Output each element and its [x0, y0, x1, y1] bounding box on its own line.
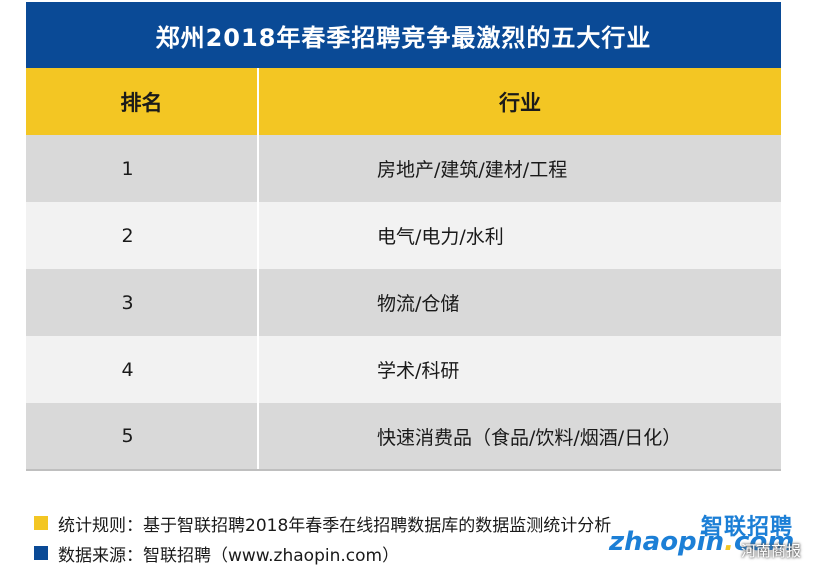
rank-cell: 5: [26, 403, 259, 471]
blue-square-icon: [34, 546, 48, 560]
industry-ranking-table: 排名 行业 1 房地产/建筑/建材/工程 2 电气/电力/水利 3 物流/仓储 …: [26, 68, 781, 471]
note-source: 数据来源：智联招聘（www.zhaopin.com）: [34, 538, 611, 568]
footnotes: 统计规则：基于智联招聘2018年春季在线招聘数据库的数据监测统计分析 数据来源：…: [34, 508, 611, 568]
note-rule-text: 统计规则：基于智联招聘2018年春季在线招聘数据库的数据监测统计分析: [58, 515, 612, 536]
logo-en-text: zhaopin.com: [609, 527, 794, 557]
table-row: 4 学术/科研: [26, 336, 781, 403]
logo-en-dot: .: [724, 527, 734, 557]
yellow-square-icon: [34, 516, 48, 530]
table-row: 3 物流/仓储: [26, 269, 781, 336]
industry-column-header: 行业: [258, 68, 781, 135]
industry-cell: 学术/科研: [258, 336, 781, 403]
logo-en-tld: com: [733, 527, 795, 557]
industry-cell: 物流/仓储: [258, 269, 781, 336]
rank-cell: 1: [26, 135, 259, 202]
industry-cell: 房地产/建筑/建材/工程: [258, 135, 781, 202]
logo-en-main: zhaopin: [609, 527, 725, 557]
rank-column-header: 排名: [26, 68, 259, 135]
page-title: 郑州2018年春季招聘竞争最激烈的五大行业: [26, 2, 781, 68]
table-row: 5 快速消费品（食品/饮料/烟酒/日化）: [26, 403, 781, 471]
zhaopin-logo: 智联招聘 zhaopin.com: [609, 505, 799, 565]
note-source-text: 数据来源：智联招聘（www.zhaopin.com）: [58, 545, 400, 566]
table-header-row: 排名 行业: [26, 68, 781, 135]
logo-cn-text: 智联招聘: [700, 515, 793, 540]
rank-cell: 2: [26, 202, 259, 269]
industry-cell: 电气/电力/水利: [258, 202, 781, 269]
table-row: 1 房地产/建筑/建材/工程: [26, 135, 781, 202]
table-row: 2 电气/电力/水利: [26, 202, 781, 269]
rank-cell: 3: [26, 269, 259, 336]
rank-cell: 4: [26, 336, 259, 403]
note-rule: 统计规则：基于智联招聘2018年春季在线招聘数据库的数据监测统计分析: [34, 508, 611, 538]
watermark-text: 河南商报: [740, 542, 801, 560]
industry-cell: 快速消费品（食品/饮料/烟酒/日化）: [258, 403, 781, 471]
